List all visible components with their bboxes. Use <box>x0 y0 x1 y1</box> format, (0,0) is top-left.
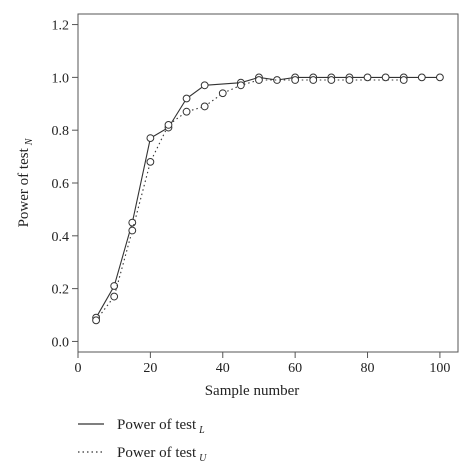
y-axis-label-subscript: N <box>24 137 35 146</box>
data-point-L <box>146 134 155 143</box>
x-tick-label: 40 <box>216 361 230 376</box>
data-point-U <box>236 81 245 90</box>
plot-frame <box>77 13 459 353</box>
y-tick-label: 1.2 <box>52 19 70 34</box>
x-axis: 0 20 40 60 80 100 <box>75 352 450 376</box>
legend-label-L: Power of test L <box>117 417 205 436</box>
y-axis: 0.0 0.2 0.4 0.6 0.8 1.0 1.2 <box>52 19 78 350</box>
y-tick-label: 0.8 <box>52 124 70 139</box>
data-point-U <box>255 76 263 84</box>
x-tick-label: 0 <box>75 361 82 376</box>
data-point-U <box>218 89 227 98</box>
data-point-U <box>345 76 354 84</box>
data-point-U <box>146 157 155 166</box>
data-point-U <box>128 226 137 235</box>
legend-label-L-subscript: L <box>198 425 205 436</box>
x-tick-label: 80 <box>361 361 375 376</box>
y-tick-label: 0.4 <box>52 230 70 245</box>
data-point-U <box>92 316 100 325</box>
x-axis-label: Sample number <box>205 383 300 399</box>
legend: Power of test L Power of test U <box>78 417 207 464</box>
data-point-L <box>381 73 390 82</box>
data-point-L <box>436 73 444 82</box>
legend-label-U-subscript: U <box>199 453 207 464</box>
y-tick-label: 0.6 <box>52 177 70 192</box>
series-line-L <box>95 76 440 318</box>
data-point-U <box>200 102 209 111</box>
series-line-U <box>95 79 404 321</box>
data-point-U <box>291 76 300 84</box>
x-tick-label: 60 <box>288 361 302 376</box>
series-layer <box>92 73 444 325</box>
y-tick-label: 1.0 <box>52 71 70 86</box>
legend-label-U: Power of test U <box>117 445 207 464</box>
data-point-U <box>399 76 408 84</box>
data-point-U <box>164 121 173 129</box>
x-tick-label: 100 <box>429 361 450 376</box>
data-point-L <box>363 73 372 82</box>
y-tick-label: 0.2 <box>52 283 70 298</box>
data-point-U <box>309 76 318 84</box>
data-point-U <box>110 292 119 301</box>
data-point-L <box>182 94 191 103</box>
x-tick-label: 20 <box>143 361 157 376</box>
y-axis-label: Power of testN <box>16 137 35 227</box>
data-point-L <box>417 73 426 82</box>
y-tick-label: 0.0 <box>52 335 70 350</box>
legend-label-L-main: Power of test <box>117 417 197 433</box>
legend-label-U-main: Power of test <box>117 445 197 461</box>
data-point-L <box>200 81 209 90</box>
data-point-U <box>182 107 191 116</box>
y-axis-label-main: Power of test <box>16 147 32 227</box>
data-point-U <box>327 76 336 84</box>
